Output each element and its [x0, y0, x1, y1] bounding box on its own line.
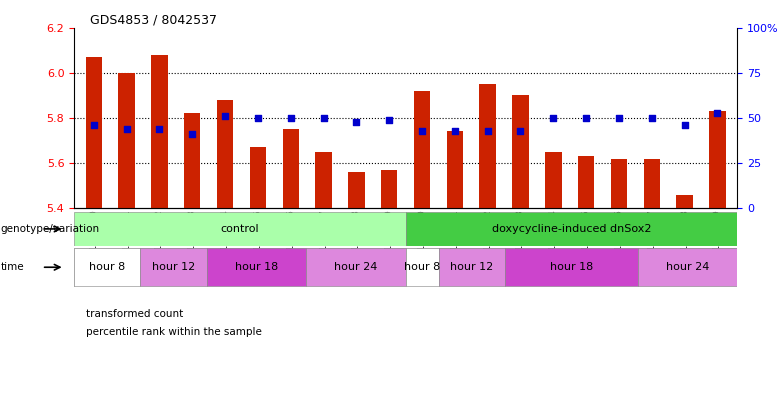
Bar: [644, 159, 660, 208]
Bar: [119, 73, 135, 208]
Bar: [512, 95, 529, 208]
Point: [317, 115, 330, 121]
Point: [679, 121, 691, 128]
Bar: [480, 84, 496, 208]
Text: hour 12: hour 12: [152, 262, 195, 272]
Text: hour 24: hour 24: [334, 262, 378, 272]
Point: [252, 115, 264, 121]
Bar: [545, 152, 562, 208]
Bar: [447, 132, 463, 208]
Point: [416, 129, 428, 135]
Bar: [282, 129, 299, 208]
Bar: [207, 248, 306, 286]
Bar: [438, 248, 505, 286]
Text: hour 12: hour 12: [450, 262, 494, 272]
Text: hour 18: hour 18: [550, 262, 593, 272]
Bar: [505, 248, 638, 286]
Point: [448, 129, 461, 135]
Point: [711, 110, 724, 117]
Point: [120, 126, 133, 132]
Bar: [414, 91, 431, 208]
Bar: [676, 195, 693, 208]
Bar: [151, 55, 168, 208]
Bar: [86, 57, 102, 208]
Text: genotype/variation: genotype/variation: [1, 224, 100, 234]
Point: [481, 129, 494, 135]
Bar: [315, 152, 332, 208]
Text: percentile rank within the sample: percentile rank within the sample: [86, 327, 261, 337]
Point: [186, 130, 198, 137]
Point: [383, 117, 395, 123]
Text: control: control: [221, 224, 259, 234]
Point: [87, 121, 100, 128]
Bar: [348, 172, 364, 208]
Text: time: time: [1, 262, 24, 272]
Point: [613, 115, 626, 121]
Bar: [140, 248, 207, 286]
Text: GDS4853 / 8042537: GDS4853 / 8042537: [90, 14, 217, 27]
Bar: [74, 248, 140, 286]
Bar: [638, 248, 737, 286]
Bar: [709, 111, 725, 208]
Bar: [578, 156, 594, 208]
Bar: [406, 212, 737, 246]
Point: [219, 112, 232, 119]
Text: hour 8: hour 8: [404, 262, 440, 272]
Point: [153, 126, 165, 132]
Point: [285, 115, 297, 121]
Point: [350, 119, 363, 126]
Point: [514, 129, 526, 135]
Point: [547, 115, 559, 121]
Text: hour 24: hour 24: [665, 262, 709, 272]
Text: transformed count: transformed count: [86, 309, 183, 320]
Bar: [74, 212, 406, 246]
Bar: [250, 147, 266, 208]
Text: hour 8: hour 8: [89, 262, 126, 272]
Bar: [217, 100, 233, 208]
Point: [580, 115, 592, 121]
Point: [646, 115, 658, 121]
Bar: [184, 114, 200, 208]
Bar: [611, 159, 627, 208]
Bar: [406, 248, 438, 286]
Bar: [306, 248, 406, 286]
Text: doxycycline-induced dnSox2: doxycycline-induced dnSox2: [491, 224, 651, 234]
Bar: [381, 170, 397, 208]
Text: hour 18: hour 18: [235, 262, 278, 272]
